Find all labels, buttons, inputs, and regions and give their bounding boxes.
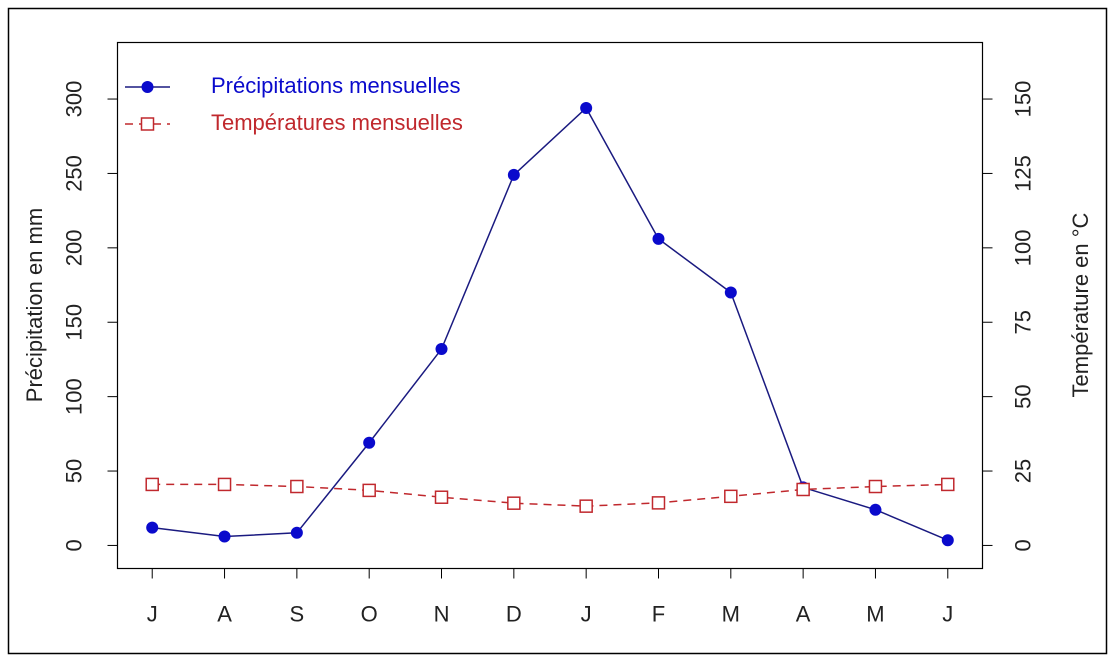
y-tick-label: 200	[61, 229, 86, 266]
legend-marker	[141, 81, 154, 93]
data-point	[218, 530, 231, 543]
data-point	[868, 479, 883, 494]
outer-frame	[7, 7, 1108, 655]
data-point	[363, 436, 376, 449]
series-line	[152, 483, 948, 507]
x-tick-label: D	[506, 601, 522, 626]
y-tick-label: 0	[61, 539, 86, 551]
x-tick-label: A	[217, 601, 232, 626]
x-tick-label: J	[942, 601, 953, 626]
x-tick-label: J	[581, 601, 592, 626]
data-point	[724, 489, 738, 504]
y-tick-label: 50	[61, 459, 86, 483]
y-tick-label: 250	[61, 155, 86, 192]
x-tick-label: M	[722, 601, 740, 626]
data-point	[941, 477, 955, 492]
legend-label: Températures mensuelles	[211, 110, 463, 135]
data-point	[217, 477, 232, 492]
x-tick-label: S	[290, 601, 305, 626]
data-point	[796, 482, 810, 497]
y-tick-label: 150	[61, 304, 86, 341]
x-tick-label: A	[796, 601, 811, 626]
y2-tick-label: 50	[1010, 384, 1035, 408]
data-point	[651, 496, 666, 510]
data-point	[146, 521, 159, 534]
x-tick-label: M	[866, 601, 884, 626]
data-point	[579, 499, 593, 513]
y2-tick-label: 100	[1010, 229, 1035, 266]
y2-tick-label: 25	[1010, 459, 1035, 483]
data-point	[652, 232, 665, 245]
data-point	[145, 477, 159, 492]
y-tick-label: 100	[61, 378, 86, 415]
plot-box	[116, 41, 984, 570]
y2-tick-label: 125	[1010, 155, 1035, 192]
x-tick-label: J	[147, 601, 158, 626]
y2-tick-label: 0	[1010, 539, 1035, 551]
y2-tick-label: 150	[1010, 81, 1035, 118]
y-axis-label: Précipitation en mm	[22, 208, 47, 402]
data-point	[724, 286, 737, 299]
data-point	[362, 483, 376, 498]
y-tick-label: 300	[61, 81, 86, 118]
y2-axis-label: Température en °C	[1068, 212, 1093, 397]
x-tick-label: N	[434, 601, 450, 626]
legend-label: Précipitations mensuelles	[211, 73, 460, 98]
x-tick-label: O	[361, 601, 378, 626]
x-tick-label: F	[652, 601, 665, 626]
data-point	[435, 343, 448, 356]
data-point	[941, 534, 954, 547]
y2-tick-label: 75	[1010, 310, 1035, 334]
data-point	[434, 490, 449, 504]
legend-marker	[140, 117, 155, 131]
data-point	[580, 101, 593, 114]
data-point	[507, 496, 521, 510]
data-point	[290, 479, 304, 494]
data-point	[507, 168, 520, 181]
series-line	[152, 106, 949, 541]
data-point	[869, 503, 882, 516]
data-point	[290, 526, 303, 539]
